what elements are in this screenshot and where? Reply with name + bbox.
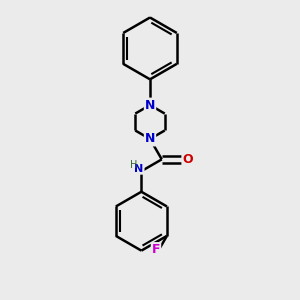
Text: H: H	[130, 160, 137, 170]
Text: N: N	[145, 133, 155, 146]
Text: N: N	[134, 164, 144, 174]
Text: O: O	[182, 153, 193, 166]
Text: F: F	[152, 243, 160, 256]
Text: N: N	[145, 99, 155, 112]
